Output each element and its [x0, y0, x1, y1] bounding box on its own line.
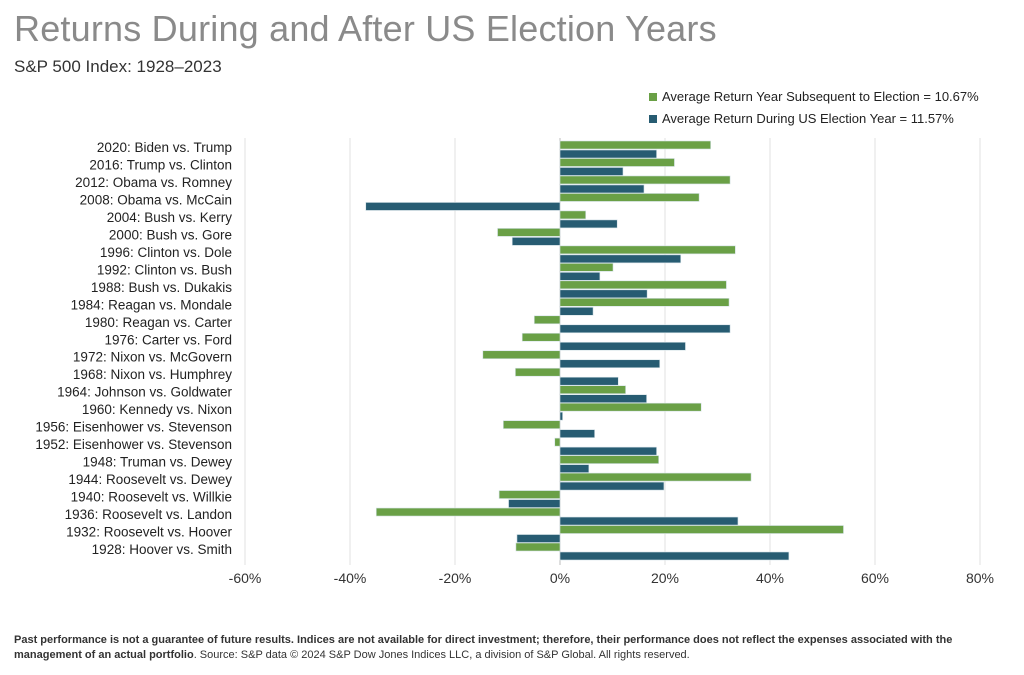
category-label: 1936: Roosevelt vs. Landon [65, 507, 232, 522]
bar-subsequent-year [559, 455, 659, 464]
x-tick-label: 40% [756, 570, 784, 586]
bar-election-year [559, 551, 790, 561]
bar-election-year [559, 184, 645, 194]
bar-election-year [365, 202, 561, 211]
bar-subsequent-year [559, 280, 727, 290]
bar-subsequent-year [521, 332, 561, 342]
page-subtitle: S&P 500 Index: 1928–2023 [14, 57, 222, 76]
bar-election-year [559, 254, 682, 264]
category-label: 1960: Kennedy vs. Nixon [82, 402, 232, 417]
category-label: 1956: Eisenhower vs. Stevenson [35, 420, 232, 435]
bar-election-year [511, 237, 561, 246]
bar-election-year [559, 429, 595, 438]
bar-election-year [559, 167, 624, 176]
category-label: 1952: Eisenhower vs. Stevenson [35, 437, 232, 452]
legend-swatch [649, 93, 657, 101]
bar-subsequent-year [559, 472, 752, 482]
bar-subsequent-year [497, 228, 561, 237]
bar-election-year [559, 411, 563, 421]
bar-subsequent-year [554, 437, 561, 447]
bar-subsequent-year [559, 298, 730, 307]
legend-swatch [649, 115, 657, 123]
legend-label: Average Return During US Election Year =… [662, 111, 954, 126]
x-tick-label: 60% [861, 570, 889, 586]
bar-subsequent-year [498, 490, 561, 499]
legend-label: Average Return Year Subsequent to Electi… [662, 89, 979, 104]
bar-subsequent-year [559, 140, 711, 150]
bar-subsequent-year [559, 210, 587, 220]
source-note: . Source: S&P data © 2024 S&P Dow Jones … [193, 649, 690, 661]
bar-subsequent-year [559, 245, 736, 255]
x-tick-label: -20% [439, 570, 472, 586]
x-tick-label: 0% [550, 570, 570, 586]
bar-subsequent-year [375, 507, 561, 517]
disclaimer-bold: Past performance is not a guarantee of f… [14, 634, 953, 661]
bar-subsequent-year [502, 420, 561, 429]
bar-subsequent-year [559, 175, 731, 185]
category-label: 1984: Reagan vs. Mondale [71, 297, 232, 312]
bar-subsequent-year [515, 542, 561, 552]
bar-subsequent-year [533, 315, 561, 325]
category-label: 1964: Johnson vs. Goldwater [57, 385, 232, 400]
bar-election-year [559, 464, 590, 473]
bar-election-year [559, 219, 618, 229]
bar-subsequent-year [559, 385, 626, 394]
category-label: 1932: Roosevelt vs. Hoover [66, 525, 232, 540]
bar-subsequent-year [559, 263, 614, 272]
bar-election-year [559, 481, 665, 491]
category-label: 2000: Bush vs. Gore [109, 227, 232, 242]
bar-election-year [559, 394, 647, 403]
bar-election-year [559, 307, 594, 316]
category-label: 1972: Nixon vs. McGovern [73, 350, 232, 365]
bar-election-year [559, 516, 739, 526]
category-label: 1976: Carter vs. Ford [104, 332, 232, 347]
category-label: 1940: Roosevelt vs. Willkie [71, 490, 232, 505]
category-label: 1996: Clinton vs. Dole [100, 245, 232, 260]
category-label: 1944: Roosevelt vs. Dewey [68, 472, 232, 487]
bar-subsequent-year [482, 350, 561, 360]
bar-election-year [559, 446, 657, 456]
bar-election-year [559, 324, 731, 334]
page-title: Returns During and After US Election Yea… [14, 8, 717, 49]
bar-election-year [559, 289, 648, 299]
bar-election-year [559, 359, 661, 369]
category-label: 2012: Obama vs. Romney [75, 175, 232, 190]
bar-election-year [559, 341, 686, 351]
category-label: 2004: Bush vs. Kerry [107, 210, 233, 225]
x-tick-label: -40% [334, 570, 367, 586]
category-label: 2020: Biden vs. Trump [97, 140, 232, 155]
bar-election-year [559, 149, 657, 159]
x-tick-label: 80% [966, 570, 994, 586]
bar-subsequent-year [559, 193, 700, 202]
x-tick-label: 20% [651, 570, 679, 586]
bar-subsequent-year [559, 525, 844, 534]
bar-election-year [559, 376, 619, 386]
x-tick-label: -60% [229, 570, 262, 586]
bar-election-year [508, 499, 561, 508]
category-label: 1968: Nixon vs. Humphrey [73, 367, 232, 382]
category-label: 2008: Obama vs. McCain [80, 192, 232, 207]
category-label: 1980: Reagan vs. Carter [85, 315, 233, 330]
category-label: 1928: Hoover vs. Smith [92, 542, 232, 557]
category-label: 1948: Truman vs. Dewey [83, 455, 233, 470]
footer-disclaimer: Past performance is not a guarantee of f… [14, 633, 1004, 663]
bar-election-year [516, 534, 561, 543]
category-label: 1988: Bush vs. Dukakis [91, 280, 232, 295]
bar-chart: -60% -40% -20% 0% 20% 40% 60% 80% 2020: Biden vs… [35, 89, 994, 586]
bar-subsequent-year [515, 367, 561, 377]
category-label: 2016: Trump vs. Clinton [89, 157, 232, 172]
bar-subsequent-year [559, 402, 702, 412]
bar-subsequent-year [559, 158, 675, 167]
bar-election-year [559, 272, 601, 281]
category-label: 1992: Clinton vs. Bush [97, 262, 232, 277]
